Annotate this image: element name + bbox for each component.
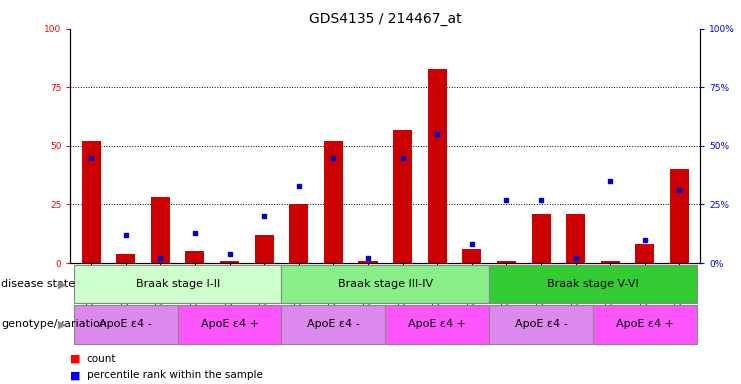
Text: ApoE ε4 +: ApoE ε4 + — [616, 319, 674, 329]
Bar — [393, 129, 412, 263]
Text: genotype/variation: genotype/variation — [1, 319, 107, 329]
Text: Braak stage V-VI: Braak stage V-VI — [547, 279, 639, 289]
Title: GDS4135 / 214467_at: GDS4135 / 214467_at — [309, 12, 462, 26]
Bar — [635, 244, 654, 263]
Text: ApoE ε4 +: ApoE ε4 + — [201, 319, 259, 329]
Bar — [289, 204, 308, 263]
Text: count: count — [87, 354, 116, 364]
Bar — [116, 254, 136, 263]
Bar — [601, 261, 619, 263]
Bar — [151, 197, 170, 263]
Text: ■: ■ — [70, 370, 81, 380]
Text: ApoE ε4 -: ApoE ε4 - — [99, 319, 152, 329]
Text: ■: ■ — [70, 354, 81, 364]
Text: percentile rank within the sample: percentile rank within the sample — [87, 370, 262, 380]
Text: ApoE ε4 -: ApoE ε4 - — [307, 319, 359, 329]
Text: Braak stage III-IV: Braak stage III-IV — [338, 279, 433, 289]
Bar — [185, 251, 205, 263]
Bar — [359, 261, 377, 263]
Bar — [497, 261, 516, 263]
Text: disease state: disease state — [1, 279, 76, 289]
Text: ▶: ▶ — [58, 279, 67, 289]
Bar — [670, 169, 689, 263]
Bar — [462, 249, 482, 263]
Bar — [428, 69, 447, 263]
Bar — [531, 214, 551, 263]
Bar — [82, 141, 101, 263]
Bar — [566, 214, 585, 263]
Bar — [255, 235, 273, 263]
Text: ▶: ▶ — [58, 319, 67, 329]
Bar — [220, 261, 239, 263]
Bar — [324, 141, 343, 263]
Text: Braak stage I-II: Braak stage I-II — [136, 279, 220, 289]
Text: ApoE ε4 -: ApoE ε4 - — [515, 319, 568, 329]
Text: ApoE ε4 +: ApoE ε4 + — [408, 319, 466, 329]
